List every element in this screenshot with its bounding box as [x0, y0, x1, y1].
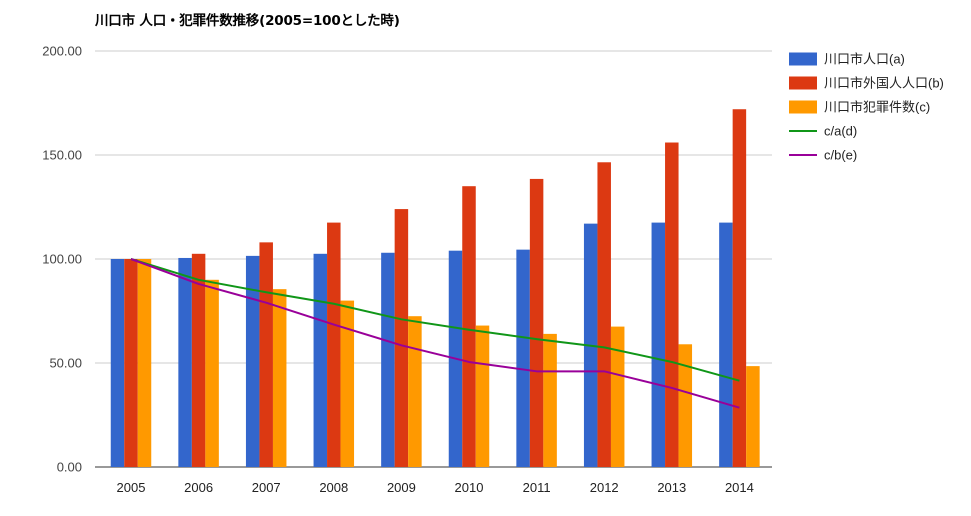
bar-3	[610, 326, 625, 467]
legend: 川口市人口(a) 川口市外国人人口(b) 川口市犯罪件数(c) c/a(d) c/b(e…	[789, 52, 944, 163]
y-tick-label: 0.00	[57, 460, 82, 475]
bar-2	[259, 242, 273, 467]
legend-swatch	[789, 76, 817, 90]
x-tick-label: 2010	[455, 480, 484, 495]
series-line-2	[130, 258, 740, 409]
series-line-1	[130, 258, 740, 382]
bar-3	[746, 366, 760, 467]
x-tick-label: 2013	[657, 480, 686, 495]
bar-2	[665, 142, 679, 467]
bar-1	[178, 257, 192, 467]
bar-2	[124, 259, 138, 467]
bar-1	[719, 222, 733, 467]
bar-3	[272, 289, 287, 467]
bar-1	[313, 253, 328, 467]
bar-1	[110, 259, 125, 467]
bar-2	[394, 209, 409, 467]
y-tick-label: 50.00	[49, 356, 82, 371]
x-tick-label: 2005	[117, 480, 146, 495]
line-series	[130, 258, 740, 409]
bar-2	[462, 186, 476, 467]
x-tick-label: 2007	[252, 480, 281, 495]
legend-label: c/b(e)	[824, 148, 857, 163]
x-axis: 2005 2006 2007 2008 2009 2010 2011 2012 2013 2014	[117, 480, 754, 495]
bar-2	[191, 253, 206, 467]
x-tick-label: 2006	[184, 480, 213, 495]
bar-1	[651, 222, 666, 467]
bar-2	[327, 222, 341, 467]
bar-3	[678, 344, 693, 467]
y-tick-label: 200.00	[42, 44, 82, 59]
y-axis: 0.00 50.00 100.00 150.00 200.00	[42, 44, 82, 475]
bar-3	[340, 300, 355, 467]
bar-3	[475, 325, 490, 467]
bar-series	[110, 109, 760, 468]
bar-1	[381, 252, 395, 467]
bar-1	[516, 249, 530, 467]
bar-2	[529, 178, 544, 468]
legend-label: 川口市人口(a)	[824, 52, 905, 67]
bar-3	[137, 259, 152, 467]
x-tick-label: 2008	[319, 480, 348, 495]
y-tick-label: 100.00	[42, 252, 82, 267]
legend-label: 川口市犯罪件数(c)	[824, 100, 930, 115]
legend-label: 川口市外国人人口(b)	[824, 76, 944, 91]
bar-2	[732, 109, 747, 468]
y-tick-label: 150.00	[42, 148, 82, 163]
legend-swatch	[789, 100, 817, 114]
bar-2	[597, 162, 611, 467]
x-tick-label: 2012	[590, 480, 619, 495]
x-tick-label: 2009	[387, 480, 416, 495]
legend-label: c/a(d)	[824, 124, 857, 139]
bar-3	[205, 279, 219, 467]
bar-3	[408, 316, 422, 467]
bar-3	[543, 333, 557, 467]
x-tick-label: 2014	[725, 480, 754, 495]
legend-swatch	[789, 52, 817, 66]
x-tick-label: 2011	[523, 480, 551, 495]
bar-1	[245, 255, 260, 467]
chart-title: 川口市 人口・犯罪件数推移(2005=100とした時)	[95, 13, 400, 29]
